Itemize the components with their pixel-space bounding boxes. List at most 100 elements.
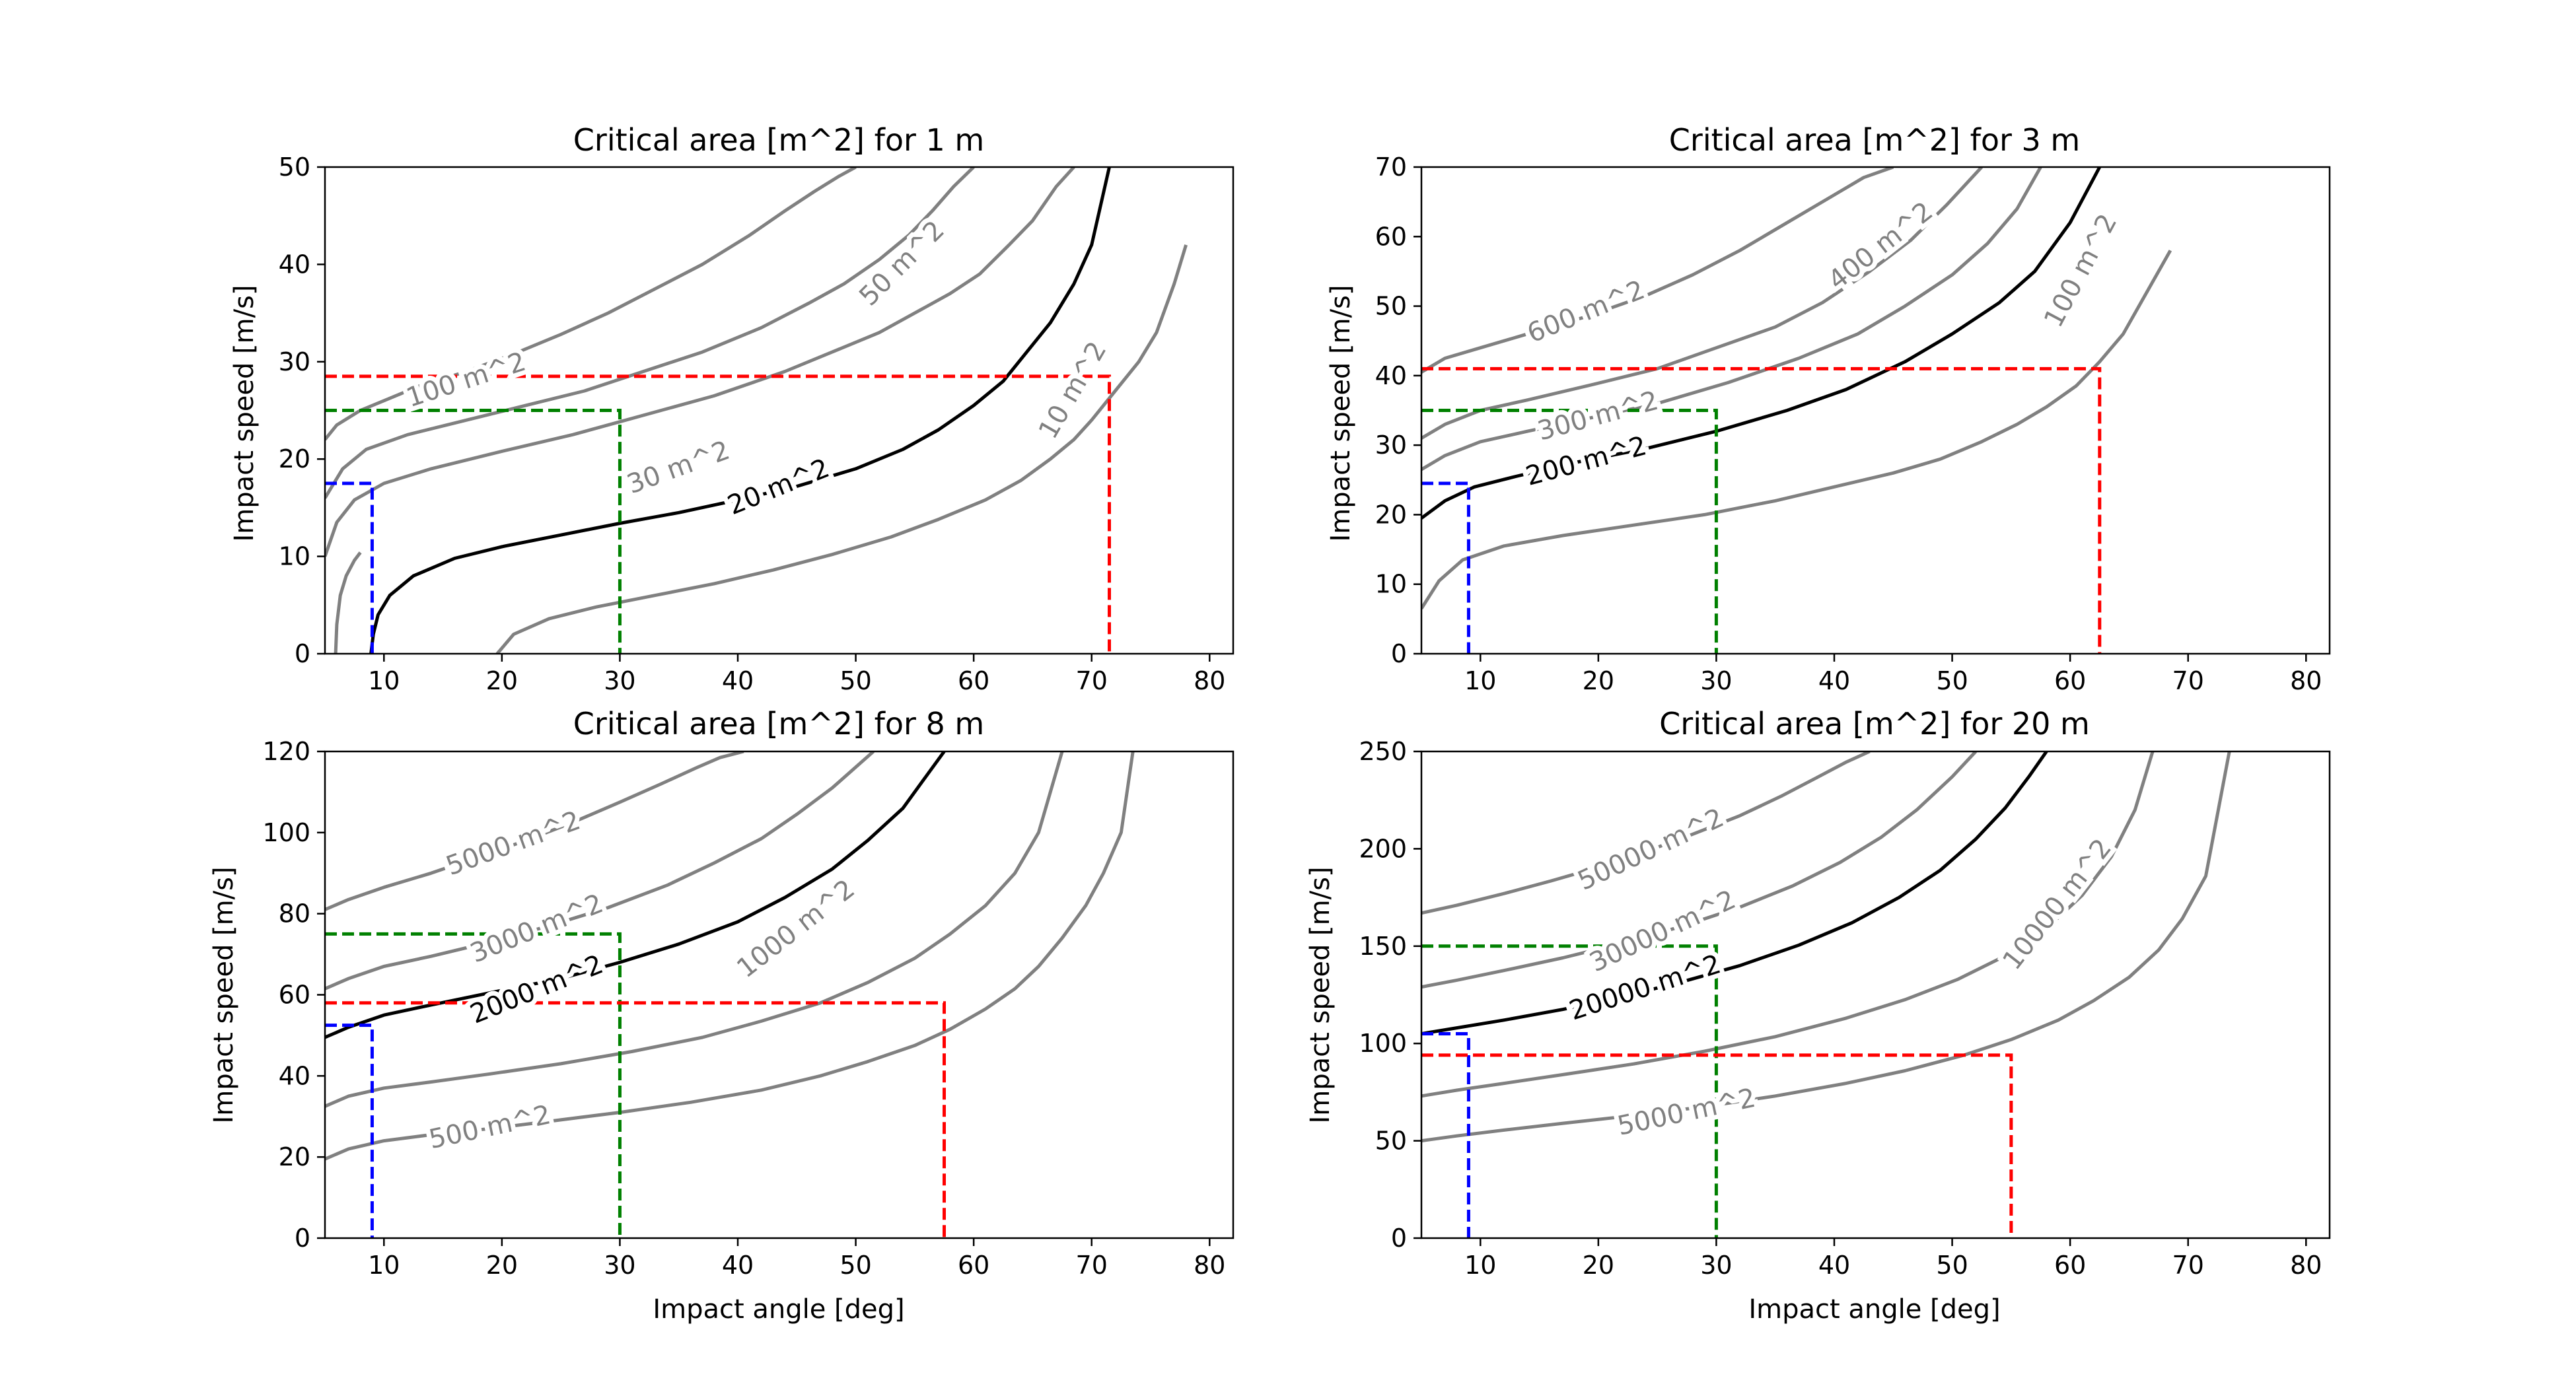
guide-line (325, 481, 374, 654)
contour-1000-m-2 (325, 751, 1064, 1108)
guide-line (325, 374, 1111, 654)
subplot-1m: Critical area [m^2] for 1 m Impact speed… (229, 122, 1234, 695)
guide-line (1421, 409, 1718, 654)
guide-line (1421, 366, 2102, 654)
x-tick-label: 20 (486, 1251, 518, 1280)
x-tick-label: 60 (958, 666, 989, 695)
subplot-3m: Critical area [m^2] for 3 m Impact speed… (1326, 122, 2331, 695)
guide-line (325, 1001, 946, 1238)
guide-line (325, 932, 622, 1238)
contour-label: 100 m^2 (403, 347, 530, 414)
x-tick-label: 70 (2172, 666, 2204, 695)
x-tick-label: 50 (1936, 666, 1968, 695)
contour-20-m-2 (369, 167, 1111, 654)
contour-10-m-2 (495, 244, 1188, 654)
y-tick-label: 30 (1375, 431, 1407, 460)
x-tick-label: 80 (1194, 666, 1225, 695)
guide-line (1421, 1031, 1470, 1238)
guide-line (325, 409, 622, 654)
y-tick-label: 60 (1375, 222, 1407, 251)
y-tick-label: 40 (279, 1061, 310, 1090)
subplot-title: Critical area [m^2] for 20 m (1659, 706, 2090, 742)
y-tick-label: 250 (1359, 737, 1407, 766)
y-tick-label: 150 (1359, 932, 1407, 961)
y-tick-label: 0 (1391, 1224, 1407, 1253)
y-tick-label: 70 (1375, 153, 1407, 182)
x-tick-label: 20 (1583, 1251, 1614, 1280)
y-tick-label: 100 (262, 818, 310, 847)
subplot-title: Critical area [m^2] for 3 m (1669, 122, 2080, 158)
contour-label: 10 m^2 (1033, 337, 1113, 444)
guide-line (1421, 944, 1718, 1238)
guide-line (1421, 1053, 2013, 1238)
contour-10000-m-2 (1421, 751, 2155, 1098)
x-tick-label: 60 (2054, 666, 2086, 695)
contour-50000-m-2 (1421, 751, 1871, 915)
contour-label: 10000 m^2 (1997, 833, 2118, 976)
contour-300-m-2 (1421, 167, 2042, 471)
y-axis-label: Impact speed [m/s] (1305, 866, 1336, 1123)
x-tick-label: 80 (1194, 1251, 1225, 1280)
contour-label: 5000 m^2 (1615, 1083, 1758, 1142)
contour-50-m-2 (325, 167, 975, 499)
x-tick-label: 20 (486, 666, 518, 695)
contour-400-m-2 (1421, 167, 1984, 440)
contour-100-m-2 (325, 167, 857, 441)
contour-500-m-2 (325, 751, 1135, 1161)
x-tick-label: 40 (1818, 1251, 1850, 1280)
x-tick-label: 70 (1076, 666, 1108, 695)
y-tick-label: 0 (1391, 639, 1407, 668)
x-tick-label: 80 (2290, 666, 2322, 695)
contour-600-m-2 (1421, 167, 1894, 374)
subplot-20m: Critical area [m^2] for 20 m Impact spee… (1305, 706, 2331, 1325)
contour-30000-m-2 (1421, 751, 1978, 989)
y-tick-label: 10 (279, 542, 310, 571)
contour-label: 20 m^2 (723, 453, 834, 521)
x-tick-label: 50 (840, 666, 871, 695)
y-tick-label: 20 (279, 1142, 310, 1171)
y-tick-label: 0 (295, 1224, 310, 1253)
x-tick-label: 10 (368, 666, 400, 695)
contour-30-m-2 (325, 167, 1075, 557)
contour-5000-m-2 (1421, 751, 2231, 1143)
axes-frame (324, 166, 1234, 655)
subplot-title: Critical area [m^2] for 8 m (573, 706, 984, 742)
guide-line (1421, 481, 1470, 654)
y-tick-label: 100 (1359, 1029, 1407, 1058)
contour-label: 600 m^2 (1523, 275, 1649, 349)
x-tick-label: 30 (604, 666, 635, 695)
x-tick-label: 40 (722, 666, 754, 695)
x-tick-label: 60 (2054, 1251, 2086, 1280)
y-axis-label: Impact speed [m/s] (209, 866, 239, 1123)
y-tick-label: 60 (279, 981, 310, 1010)
y-tick-label: 120 (262, 737, 310, 766)
x-tick-label: 70 (1076, 1251, 1108, 1280)
y-tick-label: 50 (1375, 1127, 1407, 1156)
y-tick-label: 40 (1375, 361, 1407, 390)
x-tick-label: 30 (604, 1251, 635, 1280)
axes-frame (324, 750, 1234, 1239)
y-tick-label: 50 (1375, 292, 1407, 321)
x-tick-label: 30 (1700, 1251, 1732, 1280)
contour-label: 100 m^2 (2038, 209, 2123, 333)
contour-label: 50000 m^2 (1573, 802, 1729, 896)
x-axis-label: Impact angle [deg] (1748, 1294, 2000, 1325)
axes-frame (1420, 750, 2331, 1239)
contour-label: 30 m^2 (623, 435, 734, 500)
x-tick-label: 20 (1583, 666, 1614, 695)
x-tick-label: 80 (2290, 1251, 2322, 1280)
x-tick-label: 40 (1818, 666, 1850, 695)
y-tick-label: 200 (1359, 834, 1407, 863)
y-axis-label: Impact speed [m/s] (1326, 285, 1356, 541)
y-tick-label: 0 (295, 639, 310, 668)
y-tick-label: 20 (279, 444, 310, 473)
x-tick-label: 50 (1936, 1251, 1968, 1280)
x-tick-label: 70 (2172, 1251, 2204, 1280)
y-tick-label: 20 (1375, 500, 1407, 529)
contour-0-m-2 (334, 551, 362, 654)
